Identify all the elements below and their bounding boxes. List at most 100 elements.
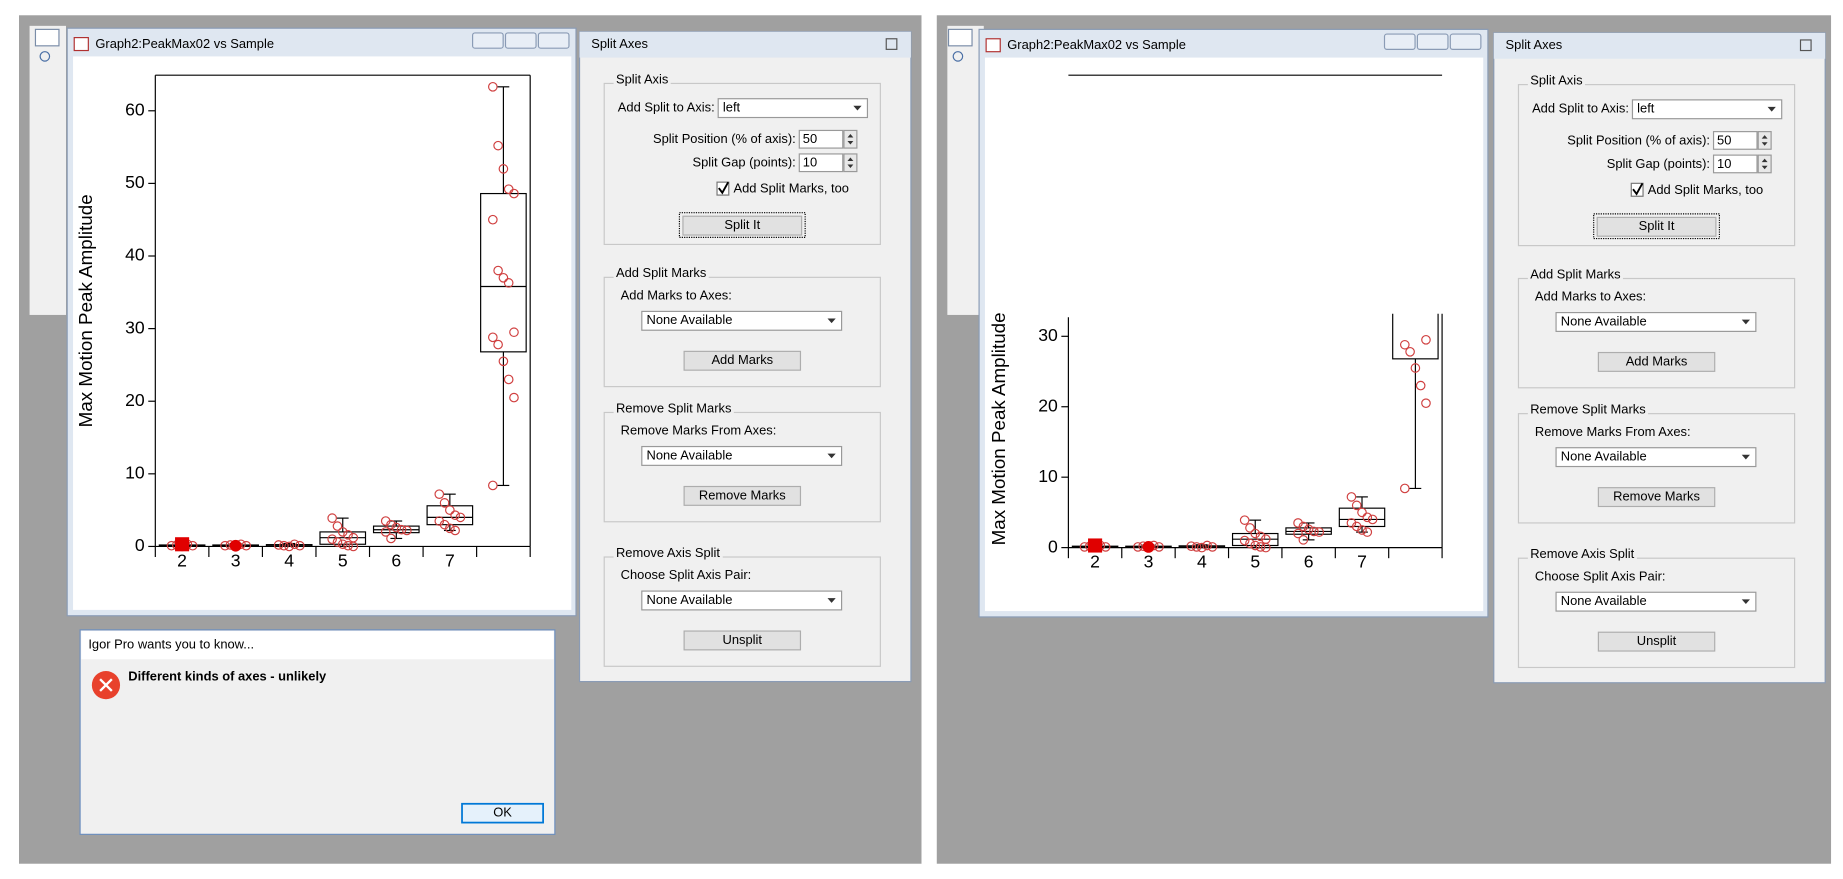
data-point [386, 519, 396, 530]
group-legend: Remove Axis Split [1530, 546, 1634, 561]
data-point [1293, 518, 1303, 528]
close-button[interactable] [1799, 39, 1812, 52]
popup-menu[interactable] [641, 310, 843, 331]
data-point [1367, 514, 1378, 525]
data-point [493, 265, 503, 276]
data-point [503, 278, 514, 288]
y-tick-label: 10 [1038, 466, 1058, 486]
data-point [450, 510, 460, 521]
window-button[interactable] [537, 32, 570, 49]
alert [79, 629, 556, 835]
y-tick-label: 20 [125, 390, 145, 410]
group-box [1517, 413, 1796, 524]
button-label: Add Marks [1626, 353, 1688, 368]
number-input[interactable] [1712, 154, 1758, 174]
data-point [445, 523, 455, 534]
window-title: Graph2:PeakMax02 vs Sample [1007, 37, 1186, 52]
data-point [1197, 542, 1207, 553]
checkbox[interactable] [1630, 182, 1644, 197]
data-point [241, 540, 252, 551]
data-point [337, 539, 348, 550]
x-tick-label: 5 [1250, 552, 1260, 572]
popup-value: left [723, 100, 741, 115]
x-tick-label: 4 [284, 550, 294, 570]
y-tick-label: 50 [125, 172, 145, 192]
number-value: 10 [1717, 156, 1731, 171]
popup-value: left [1637, 101, 1655, 116]
popup-menu[interactable] [1631, 99, 1783, 120]
data-point [1346, 492, 1357, 502]
button[interactable] [1597, 487, 1716, 508]
button[interactable] [1596, 216, 1717, 237]
button-label: Add Marks [711, 352, 773, 367]
popup-menu[interactable] [1555, 447, 1757, 468]
data-point [1351, 500, 1362, 511]
checkbox[interactable] [716, 181, 730, 196]
spinner[interactable] [843, 129, 858, 149]
data-point [503, 374, 514, 385]
popup-arrow [853, 105, 862, 111]
x-tick-label: 4 [1197, 552, 1207, 572]
button-label: Split It [724, 217, 760, 232]
dialog-titlebar [1493, 32, 1826, 59]
data-point [284, 541, 295, 552]
group-box [1517, 557, 1796, 669]
window-icon [985, 38, 1001, 53]
data-point [1362, 512, 1373, 523]
tool-icon[interactable] [947, 28, 973, 47]
data-point [1298, 535, 1309, 545]
x-tick-label: 7 [445, 550, 455, 570]
spinner[interactable] [843, 153, 858, 173]
alert-title: Igor Pro wants you to know... [88, 637, 254, 652]
number-input[interactable] [798, 129, 844, 149]
ok-button[interactable] [461, 802, 544, 824]
x-tick-label: 3 [231, 550, 241, 570]
popup-menu[interactable] [1555, 591, 1757, 612]
field-label: Remove Marks From Axes: [1535, 424, 1691, 439]
button[interactable] [1597, 351, 1716, 372]
data-point [509, 327, 519, 338]
field-label: Split Gap (points): [1607, 156, 1710, 171]
data-point [1186, 541, 1197, 552]
spinner[interactable] [1757, 131, 1772, 150]
button[interactable] [683, 630, 802, 651]
popup-value: None Available [647, 447, 733, 462]
tool-icon[interactable] [39, 51, 51, 62]
window-button[interactable] [1416, 33, 1449, 50]
button[interactable] [683, 485, 802, 506]
data-point [450, 525, 460, 536]
data-point [343, 530, 353, 540]
popup-menu[interactable] [641, 445, 843, 466]
close-button[interactable] [885, 38, 898, 50]
button[interactable] [683, 350, 802, 371]
number-input[interactable] [1712, 131, 1758, 150]
window-button[interactable] [1383, 33, 1416, 50]
plot-data [158, 82, 527, 552]
popup-menu[interactable] [1555, 311, 1757, 332]
y-tick-label: 60 [125, 99, 145, 119]
legend-bg [613, 265, 709, 281]
popup-value: None Available [647, 592, 733, 607]
button[interactable] [1597, 631, 1716, 652]
data-point [493, 140, 503, 151]
popup-arrow [1741, 319, 1750, 325]
popup-menu[interactable] [717, 98, 869, 119]
number-input[interactable] [798, 153, 844, 173]
data-point [1357, 525, 1367, 535]
tool-icon[interactable] [952, 51, 964, 62]
window-button[interactable] [1449, 33, 1482, 50]
x-tick-label: 3 [1144, 552, 1154, 572]
tool-icon[interactable] [34, 28, 60, 47]
box [1392, 313, 1439, 360]
y-tick-label: 0 [1048, 536, 1058, 556]
button-label: Remove Marks [699, 487, 786, 502]
group-box [1517, 277, 1796, 389]
window-button[interactable] [472, 32, 504, 49]
window-button[interactable] [504, 32, 537, 49]
field-label: Add Marks to Axes: [621, 288, 732, 303]
y-axis-label: Max Motion Peak Amplitude [75, 194, 96, 427]
data-point [488, 480, 498, 491]
button[interactable] [682, 215, 803, 236]
popup-menu[interactable] [641, 590, 843, 611]
spinner[interactable] [1757, 154, 1772, 174]
